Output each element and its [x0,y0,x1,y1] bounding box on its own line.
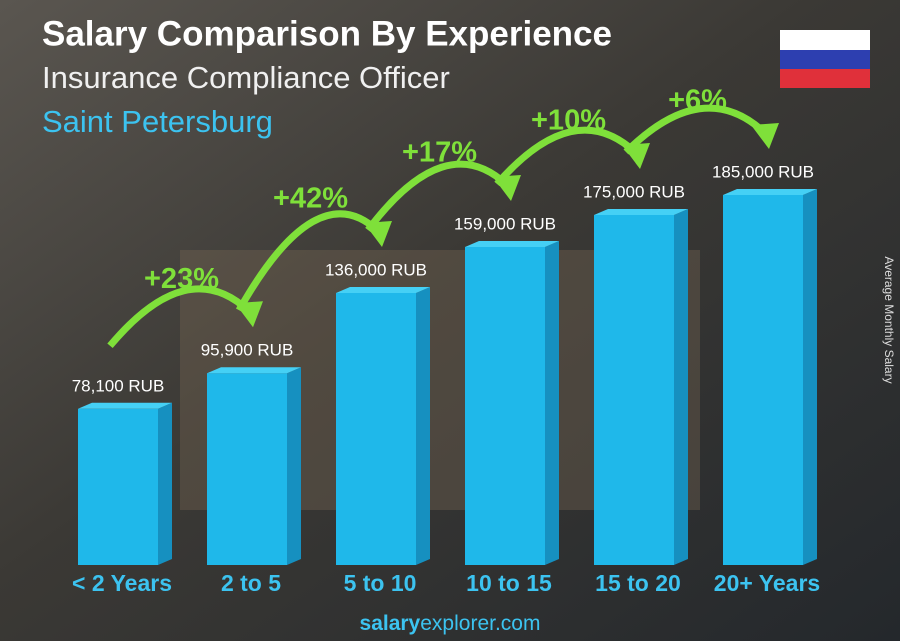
change-arrow [107,285,252,349]
bar-side [545,241,559,565]
bar-top [594,209,688,215]
flag-red [780,69,870,88]
footer-rest: explorer.com [420,612,540,635]
change-label: +42% [273,183,348,215]
x-tick-label: 5 to 10 [344,570,417,596]
change-arrowhead [751,123,779,149]
bar [78,408,158,565]
flag [780,30,870,88]
location: Saint Petersburg [42,104,273,139]
value-label: 185,000 RUB [712,162,814,181]
x-tick-label: 2 to 5 [221,570,281,596]
change-arrow [623,104,768,155]
bar-top [465,241,559,247]
x-tick-label: < 2 Years [72,570,172,596]
chart-title: Salary Comparison By Experience [42,14,612,53]
bar [465,247,545,565]
change-arrow [365,160,510,233]
change-label: +10% [531,105,606,137]
bar-top [207,367,301,374]
value-label: 78,100 RUB [72,376,165,395]
bar-side [674,209,688,565]
footer: salaryexplorer.com [360,612,541,635]
x-tick-label: 10 to 15 [466,570,552,596]
change-label: +17% [402,137,477,169]
chart-subtitle: Insurance Compliance Officer [42,60,450,95]
footer-bold: salary [360,612,421,635]
bar-top [723,189,817,195]
change-arrow [494,126,639,187]
flag-white [780,30,870,50]
value-label: 95,900 RUB [201,341,294,360]
change-label: +6% [668,85,727,117]
y-axis-label: Average Monthly Salary [882,256,896,383]
bar-side [416,287,430,565]
bar [723,195,803,565]
bar-top [78,402,172,409]
change-label: +23% [144,263,219,295]
change-arrow [235,210,381,312]
flag-blue [780,50,870,69]
bar-top [336,287,430,293]
x-tick-label: 20+ Years [714,570,820,596]
bar-side [158,402,172,565]
bar [336,293,416,565]
bar-side [803,189,817,565]
value-label: 136,000 RUB [325,260,427,279]
value-label: 175,000 RUB [583,182,685,201]
x-tick-label: 15 to 20 [595,570,681,596]
bar [207,373,287,565]
bar-side [287,367,301,565]
bar [594,215,674,565]
value-label: 159,000 RUB [454,214,556,233]
